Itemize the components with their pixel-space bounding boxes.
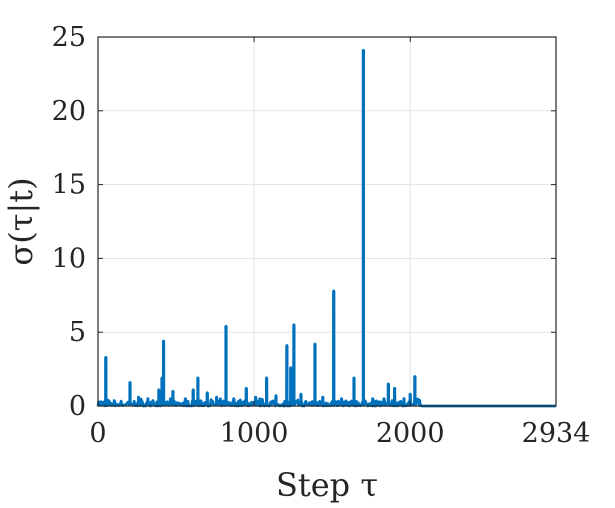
ticks: 0 1000 2000 2934 0 5 10 15 20 25 bbox=[52, 22, 591, 449]
y-tick-label: 15 bbox=[52, 170, 86, 201]
y-tick-label: 20 bbox=[52, 96, 86, 127]
x-tick-label: 2934 bbox=[522, 418, 591, 449]
x-tick-label: 1000 bbox=[220, 418, 289, 449]
y-tick-label: 25 bbox=[52, 22, 86, 53]
y-tick-label: 0 bbox=[69, 391, 86, 422]
y-tick-label: 10 bbox=[52, 243, 86, 274]
axes-box bbox=[97, 36, 557, 407]
x-axis-title: Step τ bbox=[276, 466, 378, 504]
y-tick-label: 5 bbox=[69, 317, 86, 348]
y-axis-title: σ(τ|t) bbox=[2, 177, 40, 265]
series-line bbox=[96, 48, 556, 408]
grid bbox=[98, 37, 556, 406]
plot-area bbox=[96, 48, 556, 408]
x-tick-label: 0 bbox=[89, 418, 106, 449]
x-tick-label: 2000 bbox=[376, 418, 445, 449]
